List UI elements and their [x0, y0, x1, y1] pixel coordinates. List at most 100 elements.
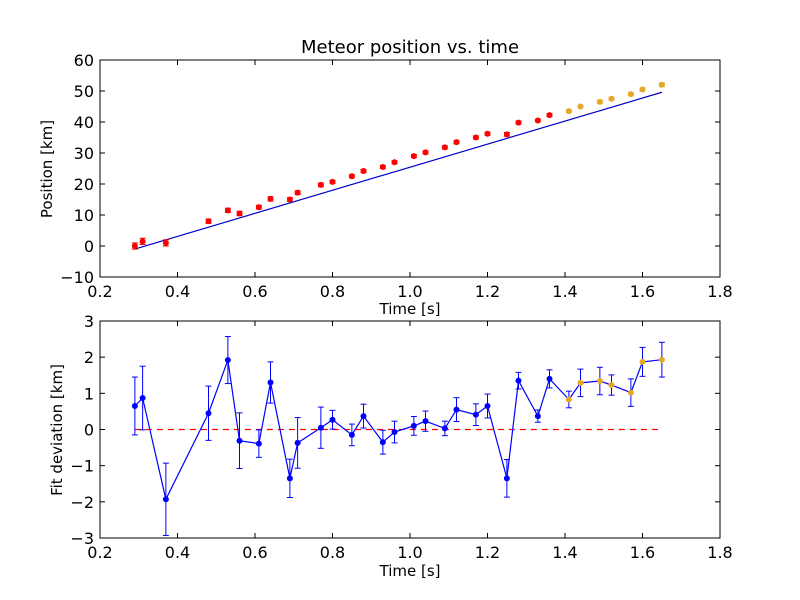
data-point — [441, 144, 448, 151]
data-point — [422, 418, 429, 425]
data-point — [472, 411, 479, 418]
data-point — [534, 413, 541, 420]
data-point — [565, 108, 572, 115]
data-point — [515, 119, 522, 126]
data-point — [441, 425, 448, 432]
y-tick-label: −1 — [70, 457, 94, 476]
y-tick-label: 10 — [74, 206, 94, 225]
x-tick-label: 0.6 — [242, 543, 267, 562]
data-point — [236, 210, 243, 217]
x-tick-label: 1.8 — [707, 282, 732, 301]
plot-frame — [99, 59, 721, 278]
x-tick-label: 0.4 — [165, 282, 190, 301]
data-point — [329, 416, 336, 423]
data-point — [627, 389, 634, 396]
chart-title: Meteor position vs. time — [301, 37, 519, 58]
data-point — [267, 379, 274, 386]
data-point — [391, 159, 398, 166]
y-tick-label: 0 — [84, 237, 94, 256]
y-tick-label: 20 — [74, 175, 94, 194]
data-point — [534, 117, 541, 124]
data-point — [596, 98, 603, 105]
data-point — [453, 139, 460, 146]
data-point — [453, 406, 460, 413]
data-point — [596, 378, 603, 385]
data-point — [608, 95, 615, 102]
y-tick-label: 60 — [74, 51, 94, 70]
data-point — [162, 239, 169, 246]
data-point — [329, 178, 336, 185]
x-tick-label: 1.6 — [630, 543, 655, 562]
y-tick-label: 1 — [84, 384, 94, 403]
data-point — [472, 134, 479, 141]
data-point — [224, 357, 231, 364]
data-point — [639, 86, 646, 93]
data-point — [348, 173, 355, 180]
x-axis-label: Time [s] — [379, 562, 441, 580]
x-tick-label: 0.8 — [320, 282, 345, 301]
data-point — [658, 81, 665, 88]
data-point — [294, 189, 301, 196]
data-point — [546, 112, 553, 119]
data-point — [294, 439, 301, 446]
x-tick-label: 0.2 — [87, 543, 112, 562]
x-tick-label: 1.0 — [397, 543, 422, 562]
y-tick-label: 0 — [84, 421, 94, 440]
data-point — [205, 218, 212, 225]
y-tick-label: 30 — [74, 144, 94, 163]
data-point — [484, 402, 491, 409]
data-point — [410, 422, 417, 429]
x-tick-label: 1.2 — [475, 282, 500, 301]
data-point — [546, 375, 553, 382]
data-point — [422, 149, 429, 156]
data-point — [286, 196, 293, 203]
data-point — [162, 496, 169, 503]
data-point — [267, 195, 274, 202]
x-tick-label: 1.4 — [552, 543, 577, 562]
data-point — [503, 131, 510, 138]
plot-marks: 0.2 0.4 0.6 0.8 1.0 1.2 1.4 1.6 1.8 −10 0 10 20 30 40 5… — [60, 51, 732, 301]
x-tick-label: 0.4 — [165, 543, 190, 562]
position-plot: Meteor position vs. time Time [s] Positi… — [38, 37, 733, 318]
data-point — [139, 395, 146, 402]
x-tick-label: 1.6 — [630, 282, 655, 301]
y-axis-label: Fit deviation [km] — [48, 364, 66, 496]
data-point — [286, 475, 293, 482]
data-point — [484, 130, 491, 137]
y-tick-label: 3 — [84, 312, 94, 331]
data-point — [205, 410, 212, 417]
x-tick-label: 0.8 — [320, 543, 345, 562]
data-point — [317, 424, 324, 431]
data-point — [348, 431, 355, 438]
data-point — [360, 167, 367, 174]
data-point — [224, 207, 231, 214]
y-tick-label: −3 — [70, 529, 94, 548]
y-axis-label: Position [km] — [38, 120, 56, 218]
x-tick-label: 1.0 — [397, 282, 422, 301]
x-axis-label: Time [s] — [379, 300, 441, 318]
data-point — [515, 377, 522, 384]
y-tick-label: 50 — [74, 82, 94, 101]
data-point — [391, 429, 398, 436]
plot-frame — [99, 320, 721, 539]
x-tick-label: 1.8 — [707, 543, 732, 562]
fit-line — [134, 91, 663, 250]
data-point — [639, 358, 646, 365]
data-point — [608, 382, 615, 389]
data-point — [360, 413, 367, 420]
data-point — [131, 402, 138, 409]
deviation-plot: Time [s] Fit deviation [km] 0.2 0.4 0.6 0.8… — [48, 312, 733, 580]
x-tick-label: 0.6 — [242, 282, 267, 301]
data-point — [379, 163, 386, 170]
data-point — [503, 475, 510, 482]
data-point — [627, 91, 634, 98]
data-point — [139, 238, 146, 245]
data-point — [379, 439, 386, 446]
y-tick-label: 2 — [84, 348, 94, 367]
y-tick-label: −10 — [60, 268, 94, 287]
y-tick-label: −2 — [70, 493, 94, 512]
x-tick-label: 0.2 — [87, 282, 112, 301]
data-point — [317, 181, 324, 188]
data-point — [565, 396, 572, 403]
